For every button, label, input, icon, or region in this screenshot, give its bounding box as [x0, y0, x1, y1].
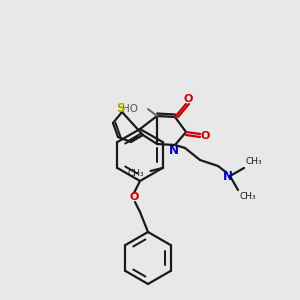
Text: O: O [200, 131, 210, 141]
Text: CH₃: CH₃ [240, 192, 256, 201]
Text: N: N [169, 143, 179, 157]
Text: O: O [183, 94, 193, 104]
Text: O: O [129, 192, 139, 202]
Text: S: S [116, 103, 124, 116]
Text: CH₃: CH₃ [246, 157, 262, 166]
Text: CH₃: CH₃ [128, 169, 145, 178]
Text: HO: HO [122, 104, 138, 114]
Text: N: N [223, 169, 233, 182]
